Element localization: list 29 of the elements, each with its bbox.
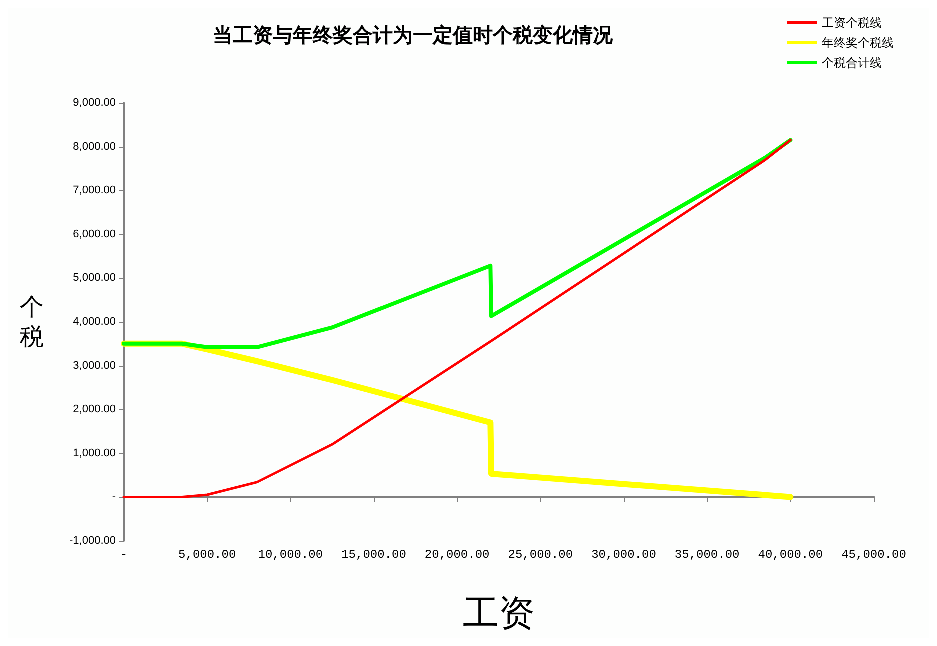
- y-tick-label: 2,000.00: [73, 404, 116, 416]
- y-tick-label: -1,000.00: [70, 535, 116, 547]
- legend-label: 工资个税线: [822, 16, 882, 30]
- legend-label: 个税合计线: [822, 56, 882, 70]
- line-series: [122, 138, 792, 498]
- x-axis-title: 工资: [463, 594, 535, 634]
- x-tick-label: 40,000.00: [758, 548, 824, 562]
- y-tick-label: 9,000.00: [73, 97, 116, 109]
- x-tick-label: 5,000.00: [178, 548, 236, 562]
- y-tick-label: 7,000.00: [73, 184, 116, 197]
- x-tick-label: 35,000.00: [674, 548, 740, 562]
- y-axis-title: 个税: [20, 293, 44, 351]
- y-tick-label: -: [112, 491, 116, 504]
- y-tick-label: 5,000.00: [73, 272, 116, 284]
- x-tick-label: 30,000.00: [592, 548, 656, 562]
- x-tick-label: -: [120, 548, 128, 562]
- y-tick-label: 3,000.00: [73, 360, 116, 372]
- y-tick-label: 8,000.00: [73, 140, 116, 153]
- x-tick-label: 10,000.00: [258, 548, 324, 562]
- y-tick-label: 1,000.00: [73, 447, 116, 460]
- y-tick-label: 4,000.00: [73, 316, 116, 328]
- x-tick-label: 15,000.00: [342, 548, 406, 562]
- x-tick-label: 20,000.00: [424, 548, 490, 562]
- chart-title: 当工资与年终奖合计为一定值时个税变化情况: [213, 23, 614, 47]
- x-tick-label: 45,000.00: [842, 548, 906, 562]
- legend-label: 年终奖个税线: [822, 36, 894, 50]
- line-series: [122, 138, 793, 350]
- y-tick-label: 6,000.00: [73, 228, 116, 240]
- x-tick-label: 25,000.00: [508, 548, 574, 562]
